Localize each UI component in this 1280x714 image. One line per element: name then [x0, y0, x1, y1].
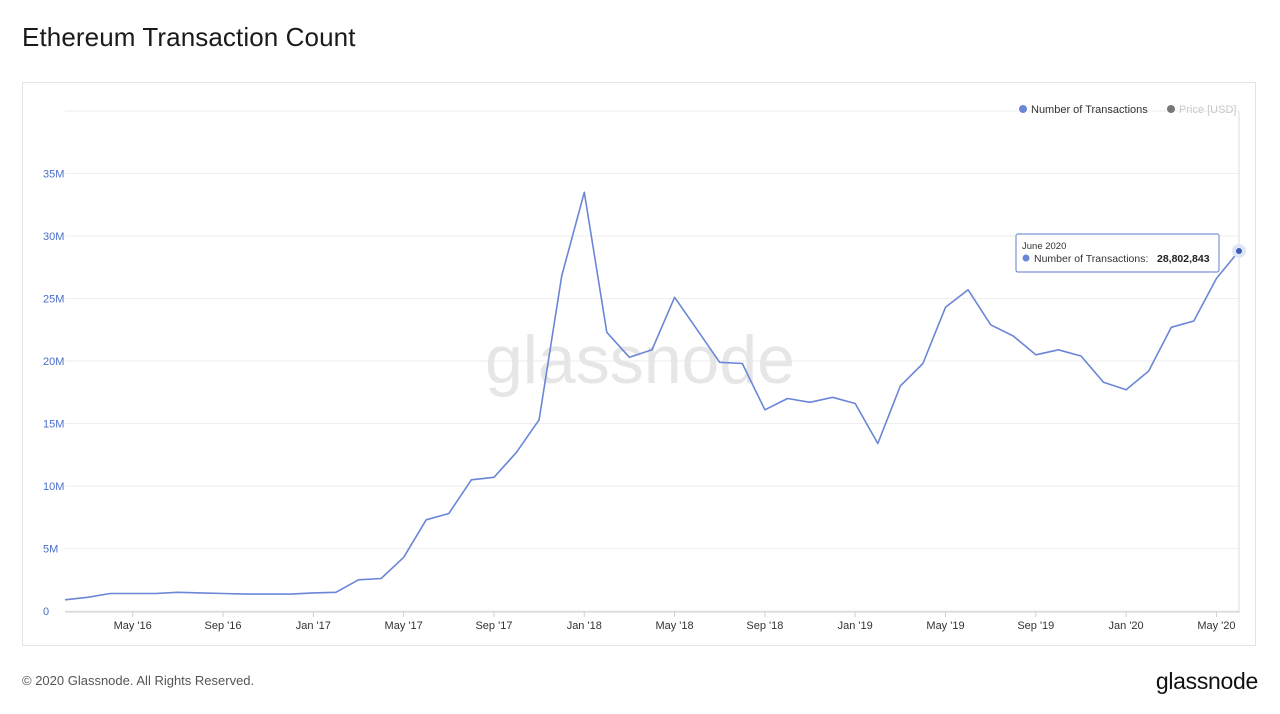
data-point[interactable]: [785, 396, 789, 400]
data-point[interactable]: [988, 323, 992, 327]
data-point[interactable]: [718, 360, 722, 364]
x-tick-label: May '19: [926, 620, 964, 632]
data-point[interactable]: [153, 591, 157, 595]
data-point[interactable]: [763, 408, 767, 412]
data-point[interactable]: [966, 288, 970, 292]
data-point[interactable]: [695, 328, 699, 332]
legend-label-transactions: Number of Transactions: [1031, 104, 1148, 116]
watermark-logo: glassnode: [485, 322, 795, 398]
data-point[interactable]: [672, 295, 676, 299]
x-tick-label: May '20: [1197, 620, 1235, 632]
data-point[interactable]: [740, 361, 744, 365]
x-axis: May '16 Sep '16 Jan '17 May '17 Sep '17 Jan '…: [65, 611, 1239, 632]
chart-legend: Number of Transactions Price [USD]: [1019, 104, 1236, 116]
circle-dot-icon: [1167, 105, 1175, 113]
data-point[interactable]: [537, 418, 541, 422]
y-tick-label: 30M: [43, 231, 64, 243]
tooltip-series-label: Number of Transactions:: [1034, 253, 1148, 265]
hover-point[interactable]: [1236, 247, 1242, 254]
line-chart[interactable]: glassnode 0 5M 10M 15M 20M 25M 30M 35M May '16 S…: [23, 83, 1257, 647]
data-point[interactable]: [605, 330, 609, 334]
data-point[interactable]: [876, 441, 880, 445]
x-tick-label: Jan '17: [296, 620, 331, 632]
data-point[interactable]: [63, 598, 67, 602]
data-point[interactable]: [131, 591, 135, 595]
data-point[interactable]: [424, 518, 428, 522]
series-line-transactions[interactable]: [64, 191, 1240, 601]
x-tick-label: May '17: [385, 620, 423, 632]
data-point[interactable]: [356, 578, 360, 582]
data-point[interactable]: [582, 190, 586, 194]
footer-copyright: © 2020 Glassnode. All Rights Reserved.: [22, 673, 255, 688]
circle-dot-icon: [1019, 105, 1027, 113]
data-point[interactable]: [1034, 353, 1038, 357]
data-point[interactable]: [1124, 388, 1128, 392]
data-point[interactable]: [85, 595, 89, 599]
data-point[interactable]: [898, 384, 902, 388]
y-tick-label: 10M: [43, 481, 64, 493]
legend-item-price[interactable]: Price [USD]: [1167, 104, 1236, 116]
data-point[interactable]: [559, 274, 563, 278]
y-tick-label: 0: [43, 606, 49, 618]
data-point[interactable]: [311, 591, 315, 595]
data-point[interactable]: [469, 478, 473, 482]
data-point[interactable]: [1079, 354, 1083, 358]
data-point[interactable]: [830, 395, 834, 399]
gridlines: [65, 110, 1239, 612]
y-axis: 0 5M 10M 15M 20M 25M 30M 35M: [43, 111, 1240, 618]
y-tick-label: 25M: [43, 294, 64, 306]
data-point[interactable]: [492, 475, 496, 479]
tooltip-date: June 2020: [1022, 241, 1066, 252]
data-point[interactable]: [514, 450, 518, 454]
x-tick-label: May '16: [114, 620, 152, 632]
data-point[interactable]: [334, 590, 338, 594]
x-tick-label: May '18: [655, 620, 693, 632]
data-point[interactable]: [176, 590, 180, 594]
data-point[interactable]: [1011, 334, 1015, 338]
data-point[interactable]: [1192, 319, 1196, 323]
data-point[interactable]: [1056, 348, 1060, 352]
hover-tooltip: June 2020 Number of Transactions: 28,802…: [1015, 233, 1220, 273]
data-point[interactable]: [266, 592, 270, 596]
page-title: Ethereum Transaction Count: [22, 22, 356, 52]
y-tick-label: 5M: [43, 544, 58, 556]
data-point[interactable]: [243, 592, 247, 596]
data-point[interactable]: [1169, 325, 1173, 329]
y-tick-label: 35M: [43, 169, 64, 181]
series-group: [64, 191, 1240, 601]
y-tick-label: 20M: [43, 356, 64, 368]
tooltip-value: 28,802,843: [1157, 253, 1210, 265]
data-point[interactable]: [1146, 369, 1150, 373]
data-point[interactable]: [921, 361, 925, 365]
footer-brand-logo[interactable]: glassnode: [1155, 668, 1258, 694]
data-point[interactable]: [379, 576, 383, 580]
data-point[interactable]: [1101, 380, 1105, 384]
x-tick-label: Jan '19: [838, 620, 873, 632]
data-point[interactable]: [447, 511, 451, 515]
data-point[interactable]: [198, 591, 202, 595]
x-tick-label: Jan '20: [1109, 620, 1144, 632]
x-tick-label: Sep '18: [746, 620, 783, 632]
data-point[interactable]: [853, 401, 857, 405]
points-group: [63, 190, 1246, 602]
data-point[interactable]: [943, 305, 947, 309]
x-tick-label: Sep '17: [475, 620, 512, 632]
x-tick-label: Sep '16: [205, 620, 242, 632]
legend-label-price: Price [USD]: [1179, 104, 1236, 116]
tooltip-box: [1015, 233, 1220, 273]
y-tick-label: 15M: [43, 419, 64, 431]
circle-dot-icon: [1022, 254, 1030, 262]
legend-item-transactions[interactable]: Number of Transactions: [1019, 104, 1148, 116]
chart-container: glassnode 0 5M 10M 15M 20M 25M 30M 35M May '16 S…: [22, 82, 1256, 646]
x-tick-label: Jan '18: [567, 620, 602, 632]
data-point[interactable]: [650, 348, 654, 352]
x-tick-label: Sep '19: [1017, 620, 1054, 632]
data-point[interactable]: [108, 591, 112, 595]
data-point[interactable]: [808, 400, 812, 404]
data-point[interactable]: [1214, 276, 1218, 280]
data-point[interactable]: [627, 355, 631, 359]
data-point[interactable]: [401, 555, 405, 559]
data-point[interactable]: [289, 592, 293, 596]
data-point[interactable]: [221, 591, 225, 595]
